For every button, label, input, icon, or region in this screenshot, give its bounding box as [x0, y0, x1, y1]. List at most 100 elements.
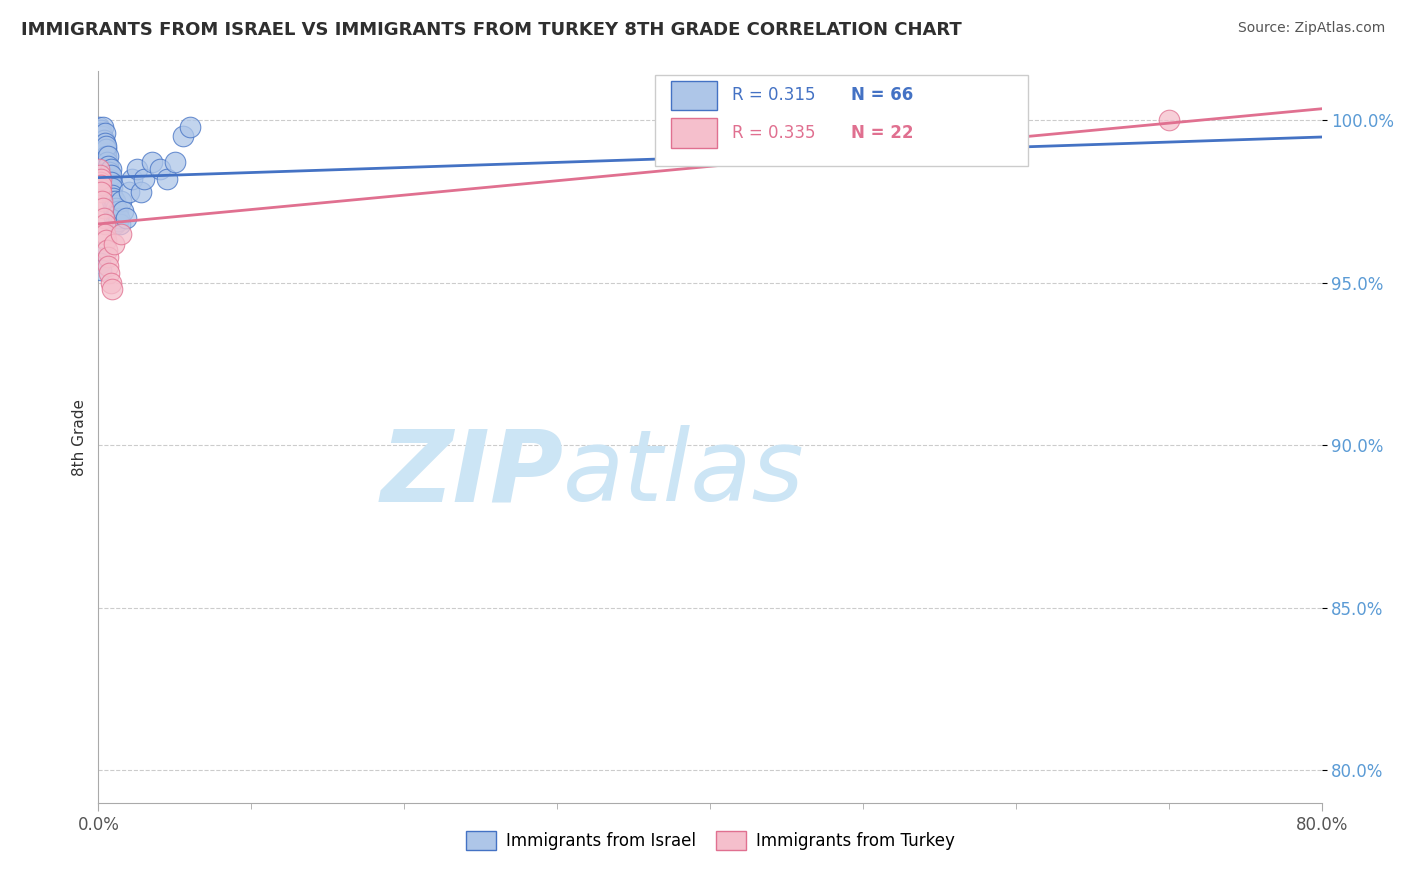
Point — [100, 169, 122, 183]
Point — [103, 197, 125, 211]
Point — [90, 185, 112, 199]
Point — [94, 136, 117, 150]
Point — [118, 185, 141, 199]
Point — [107, 204, 129, 219]
Point — [91, 129, 114, 144]
Point — [89, 169, 111, 183]
Point — [90, 133, 112, 147]
Point — [90, 171, 112, 186]
Point — [93, 126, 115, 140]
Point — [179, 120, 201, 134]
Point — [89, 136, 111, 150]
Point — [89, 120, 111, 134]
Point — [94, 149, 117, 163]
Point — [89, 126, 111, 140]
Point — [98, 178, 121, 193]
Point — [91, 142, 114, 156]
Point — [108, 217, 131, 231]
Text: N = 22: N = 22 — [851, 124, 914, 142]
Point — [103, 211, 125, 225]
Text: IMMIGRANTS FROM ISRAEL VS IMMIGRANTS FROM TURKEY 8TH GRADE CORRELATION CHART: IMMIGRANTS FROM ISRAEL VS IMMIGRANTS FRO… — [21, 21, 962, 38]
Point — [89, 256, 111, 270]
Point — [98, 266, 121, 280]
Point — [97, 260, 120, 274]
Point — [98, 171, 121, 186]
Point — [94, 145, 117, 160]
Point — [91, 120, 114, 134]
Point — [100, 161, 122, 176]
Point — [97, 149, 120, 163]
Point — [101, 187, 124, 202]
Text: R = 0.315: R = 0.315 — [733, 87, 815, 104]
Point — [96, 155, 118, 169]
Point — [104, 194, 127, 209]
Point — [93, 217, 115, 231]
Point — [91, 136, 114, 150]
Point — [104, 217, 127, 231]
Point — [94, 142, 117, 156]
Point — [89, 129, 111, 144]
Point — [125, 161, 148, 176]
Point — [93, 211, 115, 225]
Point — [156, 171, 179, 186]
Point — [97, 159, 120, 173]
Point — [89, 250, 111, 264]
Y-axis label: 8th Grade: 8th Grade — [72, 399, 87, 475]
Point — [89, 175, 111, 189]
Text: ZIP: ZIP — [380, 425, 564, 522]
Point — [98, 165, 121, 179]
Point — [90, 139, 112, 153]
Point — [90, 123, 112, 137]
Point — [90, 262, 112, 277]
Point — [105, 201, 128, 215]
Point — [93, 139, 115, 153]
Point — [149, 161, 172, 176]
Point — [89, 161, 111, 176]
Point — [1157, 113, 1180, 128]
Point — [97, 175, 120, 189]
Point — [101, 194, 124, 209]
Point — [163, 155, 186, 169]
Point — [111, 204, 134, 219]
FancyBboxPatch shape — [671, 80, 717, 110]
Point — [97, 169, 120, 183]
Text: R = 0.335: R = 0.335 — [733, 124, 815, 142]
Point — [101, 201, 124, 215]
Point — [90, 126, 112, 140]
Point — [98, 185, 121, 199]
Legend: Immigrants from Israel, Immigrants from Turkey: Immigrants from Israel, Immigrants from … — [458, 824, 962, 856]
FancyBboxPatch shape — [655, 75, 1028, 167]
Text: Source: ZipAtlas.com: Source: ZipAtlas.com — [1237, 21, 1385, 35]
Point — [110, 194, 132, 209]
Point — [91, 194, 114, 209]
Point — [89, 181, 111, 195]
Point — [91, 201, 114, 215]
Point — [93, 133, 115, 147]
Point — [172, 129, 194, 144]
Point — [97, 250, 120, 264]
Point — [107, 214, 129, 228]
Point — [129, 185, 152, 199]
Point — [121, 171, 143, 186]
Point — [103, 191, 125, 205]
Point — [115, 211, 138, 225]
Point — [94, 234, 117, 248]
Point — [105, 207, 128, 221]
FancyBboxPatch shape — [671, 119, 717, 148]
Point — [100, 175, 122, 189]
Point — [90, 178, 112, 193]
Point — [110, 227, 132, 241]
Point — [94, 227, 117, 241]
Point — [134, 171, 156, 186]
Point — [103, 236, 125, 251]
Point — [101, 181, 124, 195]
Point — [96, 139, 118, 153]
Point — [96, 161, 118, 176]
Text: N = 66: N = 66 — [851, 87, 912, 104]
Point — [101, 282, 124, 296]
Point — [141, 155, 163, 169]
Point — [108, 211, 131, 225]
Text: atlas: atlas — [564, 425, 804, 522]
Point — [100, 276, 122, 290]
Point — [103, 204, 125, 219]
